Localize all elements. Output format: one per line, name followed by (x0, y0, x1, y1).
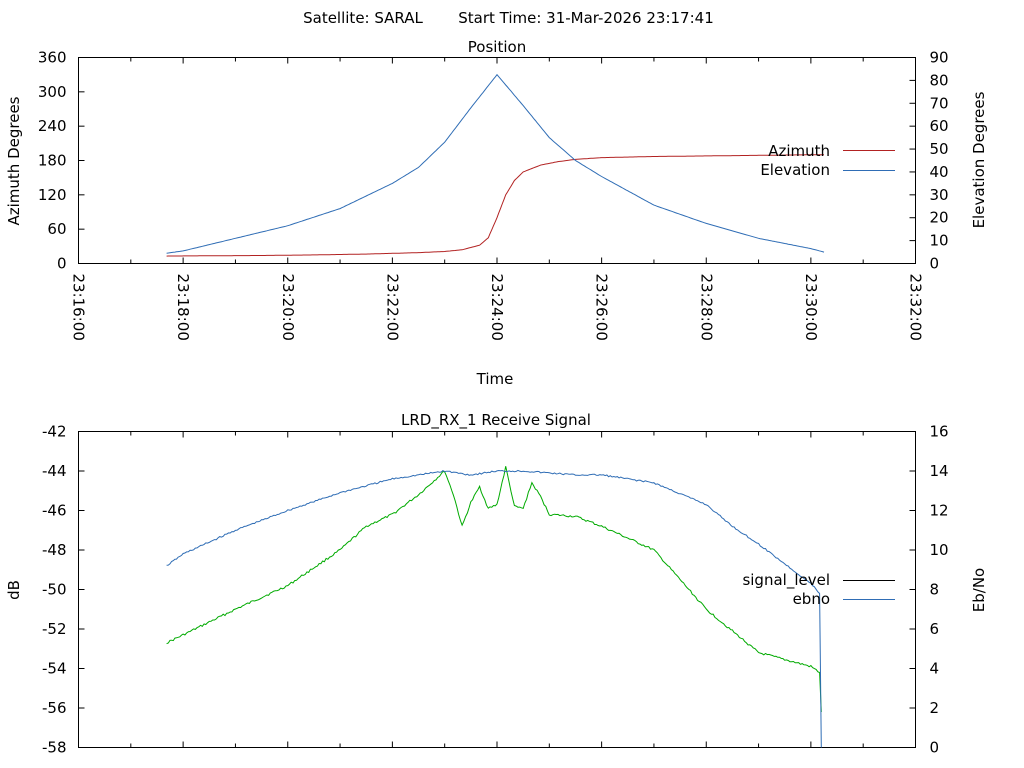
header-satellite: Satellite: SARAL (303, 9, 423, 27)
position-x-tick-label: 23:26:00 (593, 274, 611, 341)
position-x-axis: 23:16:00 23:18:00 23:20:00 23:22:00 23:24:00… (70, 57, 925, 341)
position-x-tick-label: 23:28:00 (697, 274, 715, 341)
signal-chart: LRD_RX_1 Receive Signal -58-56-54-52-50-… (5, 411, 988, 757)
series-line-elevation (166, 73, 825, 254)
position-y-tick-label: 240 (38, 117, 67, 135)
position-y2label: Elevation Degrees (970, 91, 988, 228)
signal-y-tick-label: -48 (42, 541, 67, 559)
signal-y2-tick-label: 16 (930, 423, 949, 441)
position-y2-tick-label: 0 (930, 255, 940, 273)
header-start-time: Start Time: 31-Mar-2026 23:17:41 (458, 9, 714, 27)
position-y2-tick-label: 50 (930, 140, 949, 158)
signal-y2-tick-label: 0 (930, 739, 940, 757)
position-y-tick-label: 60 (47, 220, 66, 238)
signal-y-tick-label: -44 (42, 462, 67, 480)
position-y2-tick-label: 80 (930, 71, 949, 89)
signal-y-tick-label: -56 (42, 699, 67, 717)
signal-y2-tick-label: 8 (930, 581, 940, 599)
signal-y2-axis: 0 2 4 6 8 10 12 14 16 (909, 423, 949, 757)
signal-series-group (166, 466, 822, 748)
position-x-tick-label: 23:16:00 (70, 274, 88, 341)
series-line-azimuth (166, 154, 824, 257)
signal-y-tick-label: -54 (42, 660, 67, 678)
position-chart: Position 0 60 120 180 240 300 360 0 10 20 30 40 50 6… (5, 38, 988, 388)
signal-x-axis (78, 431, 916, 748)
position-y2-tick-label: 10 (930, 232, 949, 250)
position-y2-tick-label: 20 (930, 209, 949, 227)
position-y-tick-label: 120 (38, 186, 67, 204)
signal-ylabel: dB (5, 580, 23, 600)
signal-y2-tick-label: 10 (930, 541, 949, 559)
signal-y-axis: -58 -56 -54 -52 -50 -48 -46 -44 -42 (42, 423, 85, 757)
position-y-tick-label: 180 (38, 152, 67, 170)
position-x-tick-label: 23:22:00 (383, 274, 401, 341)
position-y2-tick-label: 90 (930, 49, 949, 67)
legend-label-ebno: ebno (793, 590, 830, 608)
position-ylabel: Azimuth Degrees (5, 96, 23, 225)
legend-label-elevation: Elevation (760, 161, 830, 179)
position-y-axis: 0 60 120 180 240 300 360 (38, 49, 85, 273)
position-y-tick-label: 300 (38, 83, 67, 101)
signal-y-tick-label: -50 (42, 581, 67, 599)
signal-y2label: Eb/No (970, 568, 988, 612)
position-x-tick-label: 23:30:00 (802, 274, 820, 341)
legend-label-signal-level: signal_level (742, 571, 830, 590)
signal-y2-tick-label: 14 (930, 462, 949, 480)
signal-y-tick-label: -58 (42, 739, 67, 757)
position-y2-tick-label: 40 (930, 163, 949, 181)
signal-title: LRD_RX_1 Receive Signal (401, 411, 591, 430)
series-line-signal-level (166, 466, 822, 713)
signal-y-tick-label: -42 (42, 423, 67, 441)
position-xlabel: Time (476, 370, 514, 388)
position-x-tick-label: 23:24:00 (488, 274, 506, 341)
position-y2-tick-label: 60 (930, 117, 949, 135)
position-title: Position (468, 38, 526, 56)
signal-y-tick-label: -46 (42, 502, 67, 520)
position-x-tick-label: 23:18:00 (174, 274, 192, 341)
signal-plot-frame (78, 431, 916, 748)
position-series-group (166, 73, 825, 257)
position-legend: Azimuth Elevation (760, 142, 895, 179)
position-y-tick-label: 0 (57, 255, 67, 273)
signal-legend: signal_level ebno (742, 571, 895, 608)
position-y2-tick-label: 30 (930, 186, 949, 204)
position-y2-tick-label: 70 (930, 94, 949, 112)
position-x-tick-label: 23:32:00 (907, 274, 925, 341)
signal-y2-tick-label: 12 (930, 502, 949, 520)
legend-label-azimuth: Azimuth (768, 142, 830, 160)
signal-y2-tick-label: 4 (930, 660, 940, 678)
position-y2-axis: 0 10 20 30 40 50 60 70 80 90 (909, 49, 949, 273)
position-x-tick-label: 23:20:00 (279, 274, 297, 341)
series-line-ebno (166, 469, 822, 748)
position-y-tick-label: 360 (38, 49, 67, 67)
signal-y2-tick-label: 2 (930, 699, 940, 717)
signal-y2-tick-label: 6 (930, 620, 940, 638)
signal-y-tick-label: -52 (42, 620, 67, 638)
